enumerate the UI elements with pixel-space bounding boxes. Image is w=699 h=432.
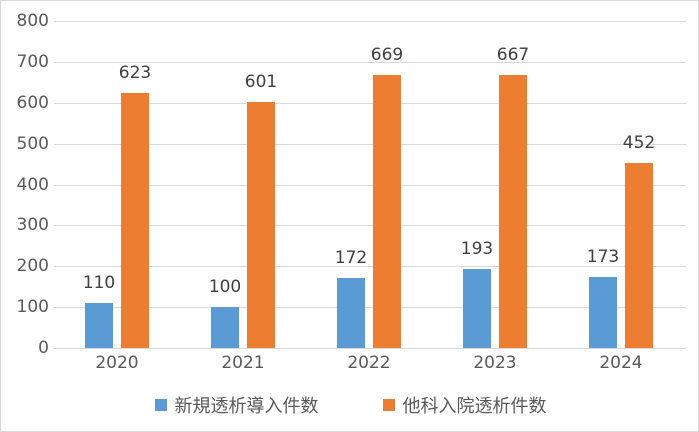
legend-label: 新規透析導入件数 — [174, 396, 319, 417]
y-tick-label: 500 — [16, 134, 49, 154]
data-label: 110 — [82, 273, 116, 293]
gridline — [54, 62, 686, 63]
bar-new-dialysis — [463, 269, 491, 348]
legend-item-new-dialysis: 新規透析導入件数 — [154, 392, 319, 418]
legend-item-other-dept-dialysis: 他科入院透析件数 — [382, 392, 547, 418]
bar-other-dept-dialysis — [625, 163, 653, 348]
x-tick-label: 2021 — [221, 353, 265, 373]
gridline — [54, 266, 686, 267]
legend-label: 他科入院透析件数 — [402, 396, 547, 417]
y-tick-label: 400 — [16, 175, 49, 195]
data-label: 667 — [496, 45, 530, 65]
gridline — [54, 307, 686, 308]
x-tick-label: 2020 — [95, 353, 139, 373]
legend-swatch-blue — [154, 399, 167, 411]
x-tick-label: 2022 — [347, 353, 391, 373]
bar-new-dialysis — [589, 277, 617, 348]
data-label: 452 — [622, 133, 656, 153]
y-tick-label: 200 — [16, 256, 49, 276]
data-label: 669 — [370, 45, 404, 65]
gridline — [54, 21, 686, 22]
data-label: 193 — [460, 239, 494, 259]
y-tick-label: 700 — [16, 52, 49, 72]
y-tick-label: 0 — [38, 338, 49, 358]
x-tick-label: 2024 — [599, 353, 643, 373]
bar-new-dialysis — [85, 303, 113, 348]
data-label: 173 — [586, 247, 620, 267]
bar-other-dept-dialysis — [247, 102, 275, 348]
data-label: 172 — [334, 248, 368, 268]
data-label: 100 — [208, 277, 242, 297]
y-tick-label: 100 — [16, 297, 49, 317]
bar-other-dept-dialysis — [499, 75, 527, 348]
gridline — [54, 225, 686, 226]
data-label: 601 — [244, 72, 278, 92]
legend: 新規透析導入件数 他科入院透析件数 — [1, 392, 699, 418]
x-tick-label: 2023 — [473, 353, 517, 373]
y-tick-label: 600 — [16, 93, 49, 113]
data-label: 623 — [118, 63, 152, 83]
bar-new-dialysis — [337, 278, 365, 348]
bar-new-dialysis — [211, 307, 239, 348]
bar-other-dept-dialysis — [121, 93, 149, 348]
gridline — [54, 185, 686, 186]
gridline — [54, 103, 686, 104]
gridline — [54, 144, 686, 145]
gridline — [54, 348, 686, 349]
y-tick-label: 800 — [16, 11, 49, 31]
bar-other-dept-dialysis — [373, 75, 401, 348]
y-tick-label: 300 — [16, 215, 49, 235]
legend-swatch-orange — [382, 399, 395, 411]
